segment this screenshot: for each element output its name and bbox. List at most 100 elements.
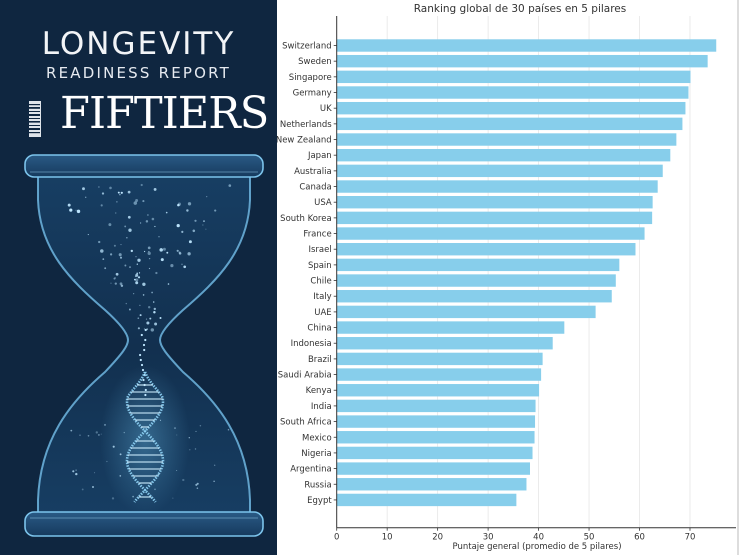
particle xyxy=(145,220,149,223)
bar-saudi-arabia xyxy=(336,368,542,381)
bar-sweden xyxy=(336,54,708,68)
y-tick-label: Spain xyxy=(308,261,332,271)
y-tick-label: USA xyxy=(314,198,332,208)
barcode-icon xyxy=(29,101,46,137)
particle xyxy=(69,208,73,212)
bar-russia xyxy=(336,478,527,491)
chart-title: Ranking global de 30 países en 5 pilares xyxy=(414,3,627,15)
particle xyxy=(130,249,133,253)
particle xyxy=(144,393,147,397)
x-tick-label: 70 xyxy=(685,533,696,543)
particle xyxy=(85,196,87,198)
particle xyxy=(98,240,101,244)
y-tick-label: Netherlands xyxy=(280,120,332,130)
particle xyxy=(82,187,85,191)
particle xyxy=(112,445,115,448)
particle xyxy=(188,240,192,244)
particle xyxy=(137,327,140,330)
bar-italy xyxy=(336,290,612,303)
bar-chile xyxy=(336,274,616,287)
particle xyxy=(124,264,127,267)
particle xyxy=(76,209,81,214)
y-tick-label: Argentina xyxy=(290,465,331,475)
particle xyxy=(194,219,197,222)
y-tick-label: China xyxy=(307,324,331,334)
particle xyxy=(67,203,71,207)
particle xyxy=(147,246,151,250)
particle xyxy=(87,234,89,236)
particle xyxy=(148,257,151,260)
particle xyxy=(170,264,174,268)
report-cover: LONGEVITY READINESS REPORT FIFTIERS xyxy=(0,0,277,555)
bar-singapore xyxy=(336,70,691,84)
particle xyxy=(135,281,139,285)
y-tick-label: Israel xyxy=(308,245,331,255)
particle xyxy=(106,460,108,463)
particle xyxy=(142,294,145,296)
particle xyxy=(176,223,180,228)
particle xyxy=(128,228,132,232)
particle xyxy=(72,470,75,473)
particle xyxy=(128,308,131,311)
particle xyxy=(177,203,180,207)
bar-germany xyxy=(336,86,689,99)
y-tick-label: Indonesia xyxy=(291,339,332,349)
particle xyxy=(100,433,102,435)
particle xyxy=(187,252,191,256)
particle xyxy=(81,488,84,491)
particle xyxy=(75,472,78,476)
bar-new-zealand xyxy=(336,133,677,146)
particle xyxy=(214,209,217,212)
particle xyxy=(75,209,77,211)
particle xyxy=(127,190,131,194)
particle xyxy=(136,263,138,265)
particle xyxy=(119,453,122,456)
particle xyxy=(133,201,138,205)
particle xyxy=(87,434,90,437)
particle xyxy=(181,230,184,233)
particle xyxy=(119,282,123,286)
particle xyxy=(119,256,123,259)
bar-nigeria xyxy=(336,446,533,460)
particle xyxy=(142,378,145,382)
particle xyxy=(109,186,112,190)
particle xyxy=(123,431,125,434)
particle xyxy=(206,195,208,198)
cover-title: LONGEVITY xyxy=(41,26,236,62)
particle xyxy=(79,434,81,436)
particle xyxy=(158,236,160,238)
particle xyxy=(138,272,141,274)
particle xyxy=(228,184,232,187)
particle xyxy=(132,495,134,498)
particle xyxy=(144,338,147,342)
particle xyxy=(92,486,94,488)
y-tick-label: UAE xyxy=(314,308,331,318)
particle xyxy=(188,437,190,439)
particle xyxy=(151,291,153,294)
particle xyxy=(152,301,155,303)
particle xyxy=(195,483,198,486)
particle xyxy=(149,317,152,320)
y-tick-label: Chile xyxy=(310,277,331,287)
particle xyxy=(144,328,147,332)
particle xyxy=(141,368,145,372)
brand-logo: FIFTIERS xyxy=(60,88,269,139)
particle xyxy=(167,283,170,285)
particle xyxy=(159,317,162,319)
particle xyxy=(97,433,100,436)
particle xyxy=(157,473,160,476)
y-tick-label: Sweden xyxy=(298,57,332,67)
particle xyxy=(194,448,197,450)
particle xyxy=(135,278,139,282)
particle xyxy=(144,388,147,392)
particle xyxy=(148,267,151,270)
particle xyxy=(120,284,124,288)
bar-spain xyxy=(336,258,620,272)
particle xyxy=(101,192,105,195)
particle xyxy=(176,249,179,252)
particle xyxy=(165,211,168,214)
particle xyxy=(160,258,164,262)
x-tick-label: 40 xyxy=(533,533,544,543)
particle xyxy=(117,191,120,194)
particle xyxy=(227,428,230,431)
